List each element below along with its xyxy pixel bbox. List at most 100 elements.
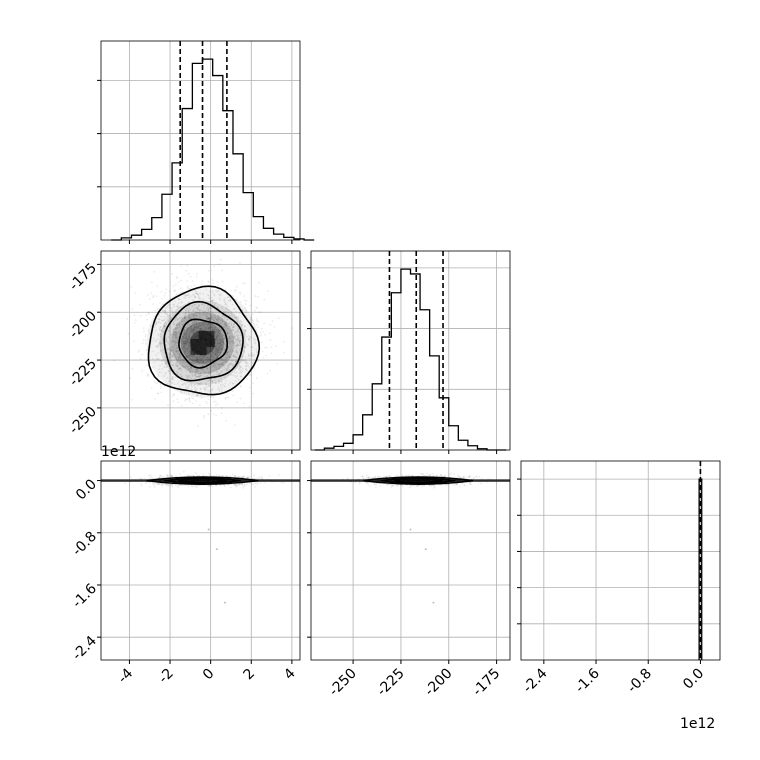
sample-point bbox=[206, 312, 209, 314]
sample-point bbox=[171, 340, 173, 343]
sample-point bbox=[218, 338, 221, 341]
sample-point bbox=[196, 376, 199, 378]
sample-point bbox=[236, 366, 238, 369]
sample-point bbox=[186, 355, 189, 358]
sample-point bbox=[231, 354, 234, 357]
sample-point bbox=[187, 314, 190, 317]
sample-point bbox=[199, 374, 202, 377]
sample-point bbox=[231, 374, 234, 377]
sample-point bbox=[167, 404, 169, 407]
sample-point bbox=[195, 356, 198, 359]
sample-point bbox=[202, 313, 205, 316]
sample-point bbox=[201, 358, 203, 360]
sample-point bbox=[205, 383, 208, 386]
sample-point bbox=[196, 311, 199, 314]
sample-point bbox=[234, 376, 237, 378]
sample-point bbox=[186, 280, 189, 282]
sample-point bbox=[238, 344, 241, 347]
sample-point bbox=[239, 292, 242, 295]
sample-point bbox=[210, 410, 213, 412]
sample-point bbox=[229, 343, 232, 345]
sample-point bbox=[153, 271, 156, 273]
sample-point bbox=[223, 300, 226, 303]
sample-point bbox=[161, 483, 164, 486]
sample-point bbox=[124, 482, 126, 485]
sample-point bbox=[156, 285, 159, 287]
sample-point bbox=[203, 356, 206, 359]
sample-point bbox=[193, 328, 196, 331]
sample-point bbox=[158, 334, 160, 337]
density-cell bbox=[198, 346, 207, 355]
sample-point bbox=[187, 352, 190, 355]
sample-point bbox=[193, 385, 195, 387]
sample-point bbox=[172, 303, 175, 306]
sample-point bbox=[180, 357, 183, 359]
sample-point bbox=[221, 269, 224, 272]
sample-point bbox=[232, 355, 235, 358]
sample-point bbox=[182, 332, 185, 335]
sample-point bbox=[159, 474, 162, 477]
sample-point bbox=[219, 319, 222, 321]
sample-point bbox=[237, 344, 240, 347]
sample-point bbox=[179, 354, 181, 356]
sample-point bbox=[173, 369, 175, 372]
sample-point bbox=[224, 297, 227, 299]
sample-point bbox=[194, 327, 197, 329]
sample-point bbox=[227, 327, 230, 330]
sample-point bbox=[162, 319, 165, 322]
sample-point bbox=[187, 338, 189, 341]
sample-point bbox=[225, 311, 228, 313]
sample-point bbox=[214, 363, 217, 366]
sample-point bbox=[192, 336, 194, 338]
sample-point bbox=[197, 373, 200, 376]
sample-point bbox=[211, 279, 214, 282]
sample-point bbox=[213, 324, 216, 327]
sample-point bbox=[194, 361, 197, 364]
sample-point bbox=[235, 339, 238, 342]
sample-point bbox=[155, 322, 158, 324]
sample-point bbox=[148, 477, 151, 480]
sample-point bbox=[201, 364, 204, 367]
sample-point bbox=[224, 396, 227, 399]
sample-point bbox=[250, 373, 252, 376]
sample-point bbox=[226, 319, 229, 321]
sample-point bbox=[187, 356, 189, 359]
sample-point bbox=[202, 328, 205, 331]
sample-point bbox=[269, 339, 272, 342]
sample-point bbox=[184, 342, 187, 345]
sample-point bbox=[176, 383, 179, 385]
sample-point bbox=[210, 389, 213, 391]
sample-point bbox=[164, 309, 166, 311]
sample-point bbox=[225, 353, 228, 355]
sample-point bbox=[375, 483, 378, 486]
sample-point bbox=[270, 352, 273, 355]
sample-point bbox=[197, 305, 200, 307]
sample-point bbox=[211, 282, 214, 284]
sample-point bbox=[173, 340, 176, 342]
sample-point bbox=[210, 310, 213, 313]
sample-point bbox=[186, 341, 189, 343]
sample-point bbox=[195, 292, 198, 295]
sample-point bbox=[184, 350, 187, 352]
sample-point bbox=[184, 334, 187, 337]
sample-point bbox=[232, 394, 235, 397]
sample-point bbox=[173, 331, 176, 334]
sample-point bbox=[235, 316, 238, 319]
sample-point bbox=[207, 413, 210, 416]
sample-point bbox=[210, 299, 212, 302]
sample-point bbox=[159, 332, 162, 335]
sample-point bbox=[174, 331, 177, 333]
sample-point bbox=[207, 353, 210, 356]
sample-point bbox=[175, 283, 177, 286]
sample-point bbox=[168, 330, 171, 332]
sample-point bbox=[160, 360, 163, 362]
sample-point bbox=[186, 264, 189, 267]
sample-point bbox=[155, 321, 158, 324]
sample-point bbox=[164, 292, 167, 295]
sample-point bbox=[227, 396, 230, 399]
density-cell bbox=[206, 338, 215, 347]
sample-point bbox=[193, 332, 196, 335]
sample-point bbox=[234, 288, 237, 291]
sample-point bbox=[185, 336, 187, 339]
sample-point bbox=[189, 308, 192, 311]
